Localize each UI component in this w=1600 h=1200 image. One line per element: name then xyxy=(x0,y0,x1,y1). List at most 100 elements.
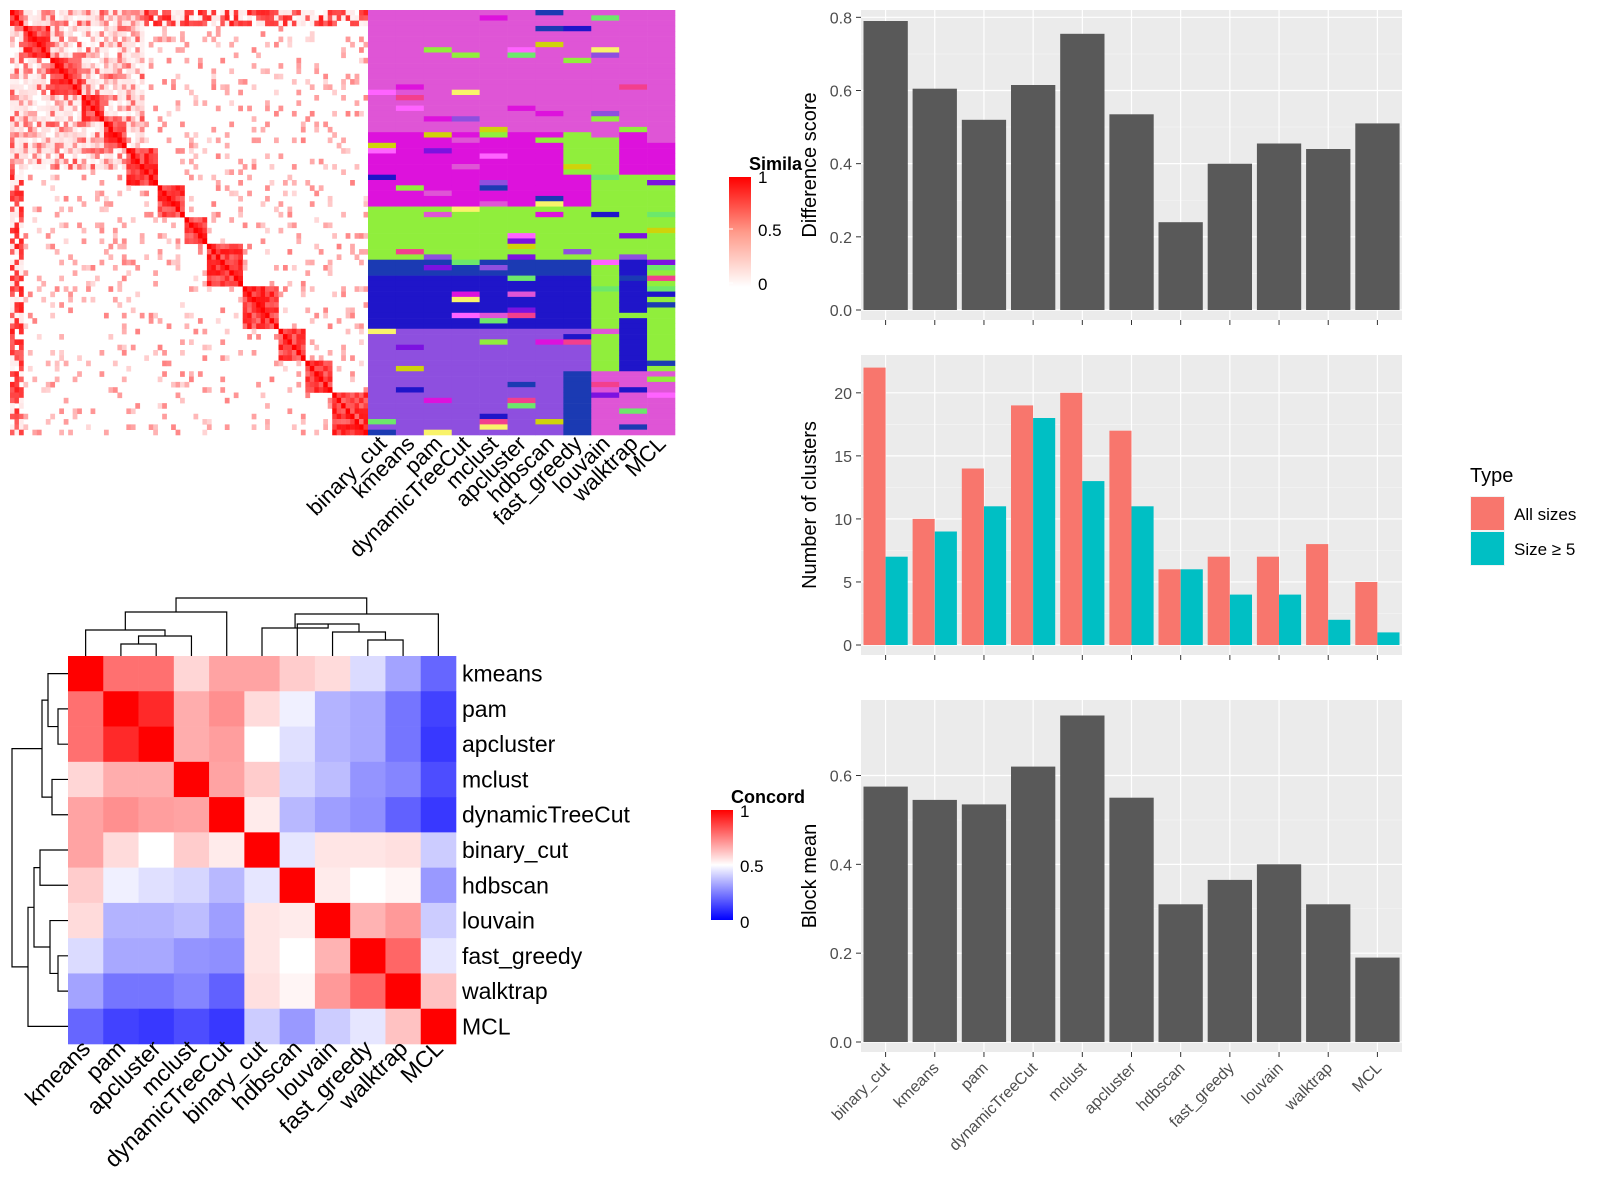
cluster-cell xyxy=(507,180,536,186)
similarity-cell xyxy=(121,312,127,319)
similarity-cell xyxy=(135,126,141,133)
similarity-cell xyxy=(54,31,60,37)
similarity-cell xyxy=(14,429,20,436)
cluster-cell xyxy=(647,57,676,64)
similarity-cell xyxy=(197,371,203,377)
concordance-cell xyxy=(138,1008,175,1045)
cluster-cell xyxy=(368,371,397,377)
similarity-cell xyxy=(41,31,47,37)
similarity-cell xyxy=(180,148,185,154)
similarity-cell xyxy=(336,408,342,415)
similarity-cell xyxy=(72,52,78,59)
cluster-cell xyxy=(479,275,508,282)
similarity-cell xyxy=(121,84,127,90)
similarity-cell xyxy=(77,148,82,154)
similarity-cell xyxy=(251,312,257,319)
similarity-cell xyxy=(215,105,221,112)
cluster-cell xyxy=(479,52,508,59)
similarity-cell xyxy=(90,121,96,128)
similarity-cell xyxy=(45,52,51,59)
cluster-cell xyxy=(368,302,397,308)
similarity-cell xyxy=(278,36,284,43)
similarity-cell xyxy=(121,73,127,80)
similarity-cell xyxy=(139,10,145,16)
similarity-cell xyxy=(36,429,42,436)
similarity-cell xyxy=(139,148,145,154)
similarity-cell xyxy=(305,180,311,186)
similarity-cell xyxy=(54,57,60,64)
similarity-cell xyxy=(229,10,235,16)
cluster-cell xyxy=(507,429,536,436)
similarity-cell xyxy=(18,10,24,16)
similarity-cell xyxy=(265,185,270,191)
similarity-cell xyxy=(10,381,15,388)
similarity-cell xyxy=(180,36,185,43)
similarity-cell xyxy=(296,350,302,356)
similarity-cell xyxy=(18,222,24,229)
similarity-cell xyxy=(32,164,38,170)
similarity-cell xyxy=(359,397,364,404)
similarity-cell xyxy=(162,121,167,128)
similarity-cell xyxy=(323,307,329,314)
cluster-cell xyxy=(619,238,648,245)
cluster-cell xyxy=(395,148,425,154)
similarity-cell xyxy=(63,73,69,80)
similarity-cell xyxy=(162,20,167,27)
similarity-cell xyxy=(72,148,78,154)
cluster-cell xyxy=(507,105,536,112)
bar xyxy=(1158,222,1203,310)
similarity-cell xyxy=(81,158,87,165)
cluster-cell xyxy=(395,217,425,223)
similarity-cell xyxy=(332,164,337,170)
similarity-cell xyxy=(23,137,29,144)
x-tick-label: kmeans xyxy=(891,1060,943,1112)
similarity-cell xyxy=(144,180,150,186)
similarity-cell xyxy=(139,169,145,175)
concordance-cell xyxy=(173,832,210,868)
similarity-cell xyxy=(350,419,355,425)
similarity-cell xyxy=(206,270,212,276)
similarity-cell xyxy=(153,217,158,223)
cluster-cell xyxy=(563,424,592,430)
cluster-cell xyxy=(563,68,592,75)
cluster-cell xyxy=(507,387,536,393)
similarity-cell xyxy=(126,408,132,415)
similarity-cell xyxy=(10,164,15,170)
similarity-cell xyxy=(171,381,176,388)
similarity-cell xyxy=(59,222,64,229)
concordance-cell xyxy=(350,867,386,904)
similarity-cell xyxy=(206,424,212,430)
cluster-cell xyxy=(647,68,676,75)
cluster-cell xyxy=(451,280,480,287)
similarity-cell xyxy=(345,413,351,420)
similarity-cell xyxy=(54,63,60,69)
similarity-cell xyxy=(242,10,248,16)
similarity-cell xyxy=(211,68,217,75)
similarity-cell xyxy=(99,158,105,165)
bar xyxy=(863,21,908,310)
similarity-cell xyxy=(10,121,15,128)
similarity-cell xyxy=(345,419,351,425)
similarity-cell xyxy=(247,323,252,330)
similarity-cell xyxy=(193,275,199,282)
similarity-cell xyxy=(341,286,346,292)
similarity-cell xyxy=(197,238,203,245)
similarity-cell xyxy=(274,334,279,340)
similarity-cell xyxy=(95,110,100,117)
similarity-cell xyxy=(327,387,333,393)
similarity-cell xyxy=(260,201,266,207)
similarity-cell xyxy=(86,68,91,75)
similarity-cell xyxy=(10,286,15,292)
similarity-cell xyxy=(238,265,243,271)
cluster-cell xyxy=(591,413,620,420)
cluster-cell xyxy=(591,36,620,43)
similarity-cell xyxy=(10,408,15,415)
similarity-cell xyxy=(41,121,47,128)
similarity-cell xyxy=(14,190,20,197)
similarity-cell xyxy=(14,148,20,154)
concordance-cell xyxy=(138,832,175,868)
similarity-cell xyxy=(130,41,136,48)
cluster-cell xyxy=(423,429,453,436)
similarity-cell xyxy=(126,68,132,75)
